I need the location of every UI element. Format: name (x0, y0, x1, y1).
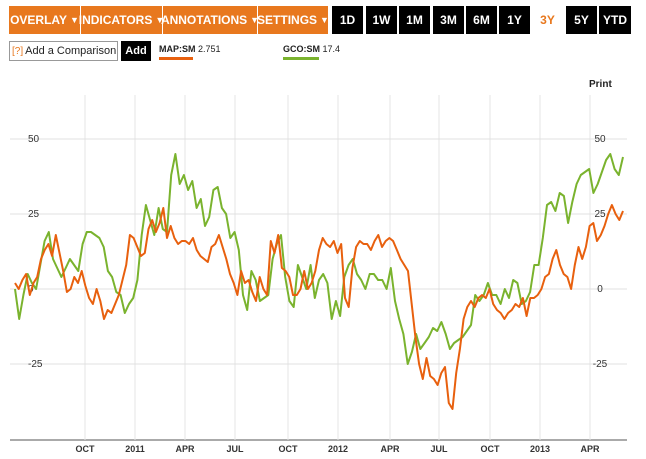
annotations-menu-label: ANNOTATIONS (160, 13, 248, 27)
legend-symbol: GCO:SM (283, 44, 320, 54)
help-icon[interactable]: [?] (12, 45, 24, 57)
settings-menu[interactable]: SETTINGS ▼ (257, 6, 329, 34)
caret-down-icon: ▼ (155, 15, 165, 25)
add-comparison-input[interactable]: [?] Add a Comparison (9, 41, 118, 61)
y-tick-label-right: -25 (593, 359, 608, 370)
x-tick-label: 2012 (328, 444, 348, 454)
annotations-menu[interactable]: ANNOTATIONS ▼ (160, 6, 260, 34)
indicators-menu[interactable]: INDICATORS ▼ (78, 6, 165, 34)
legend-symbol: MAP:SM (159, 44, 196, 54)
y-tick-label-left: 25 (28, 209, 40, 220)
y-tick-label-right: 0 (597, 284, 603, 295)
indicators-menu-label: INDICATORS (78, 13, 153, 27)
range-1w-button[interactable]: 1W (366, 6, 397, 34)
chart-series (14, 153, 624, 410)
x-tick-label: OCT (76, 444, 96, 454)
range-3m-button[interactable]: 3M (433, 6, 464, 34)
range-1d-button[interactable]: 1D (332, 6, 363, 34)
chart-grid (10, 95, 627, 441)
y-axis-labels: 50 50 25 25 0 0 -25 -25 (28, 134, 608, 370)
y-tick-label-left: 50 (28, 134, 40, 145)
overlay-menu[interactable]: OVERLAY ▼ (9, 6, 80, 34)
range-ytd-button[interactable]: YTD (599, 6, 631, 34)
add-comparison-label: Add a Comparison (25, 45, 117, 57)
x-tick-label: 2011 (125, 444, 145, 454)
x-tick-label: JUL (226, 444, 244, 454)
x-tick-label: APR (175, 444, 195, 454)
print-link[interactable]: Print (589, 79, 612, 90)
legend-item-map: MAP:SM 2.751 (159, 44, 221, 60)
legend-swatch (283, 57, 319, 60)
x-axis-labels: OCT 2011 APR JUL OCT 2012 APR JUL OCT 2013 APR (76, 444, 600, 454)
range-1m-button[interactable]: 1M (399, 6, 430, 34)
settings-menu-label: SETTINGS (257, 13, 318, 27)
legend-item-gco: GCO:SM 17.4 (283, 44, 341, 60)
legend-value: 2.751 (198, 44, 221, 54)
x-tick-label: JUL (430, 444, 448, 454)
x-tick-label: APR (580, 444, 600, 454)
add-comparison-button[interactable]: Add (121, 41, 151, 61)
overlay-menu-label: OVERLAY (10, 13, 67, 27)
y-tick-label-right: 50 (594, 134, 606, 145)
x-tick-label: OCT (279, 444, 299, 454)
x-tick-label: APR (380, 444, 400, 454)
y-tick-label-left: 0 (28, 284, 34, 295)
x-tick-label: 2013 (530, 444, 550, 454)
series-line-map-sm (14, 204, 624, 410)
chart-toolbar: OVERLAY ▼ INDICATORS ▼ ANNOTATIONS ▼ SETTIN… (0, 0, 646, 42)
range-1y-button[interactable]: 1Y (499, 6, 530, 34)
range-3y-button[interactable]: 3Y (532, 6, 563, 34)
range-5y-button[interactable]: 5Y (566, 6, 597, 34)
y-tick-label-left: -25 (28, 359, 43, 370)
range-6m-button[interactable]: 6M (466, 6, 497, 34)
series-line-gco-sm (14, 153, 624, 365)
legend-value: 17.4 (322, 44, 341, 54)
legend-swatch (159, 57, 193, 60)
caret-down-icon: ▼ (320, 15, 329, 25)
y-tick-label-right: 25 (594, 209, 606, 220)
caret-down-icon: ▼ (250, 15, 260, 25)
caret-down-icon: ▼ (69, 15, 79, 25)
x-tick-label: OCT (481, 444, 501, 454)
